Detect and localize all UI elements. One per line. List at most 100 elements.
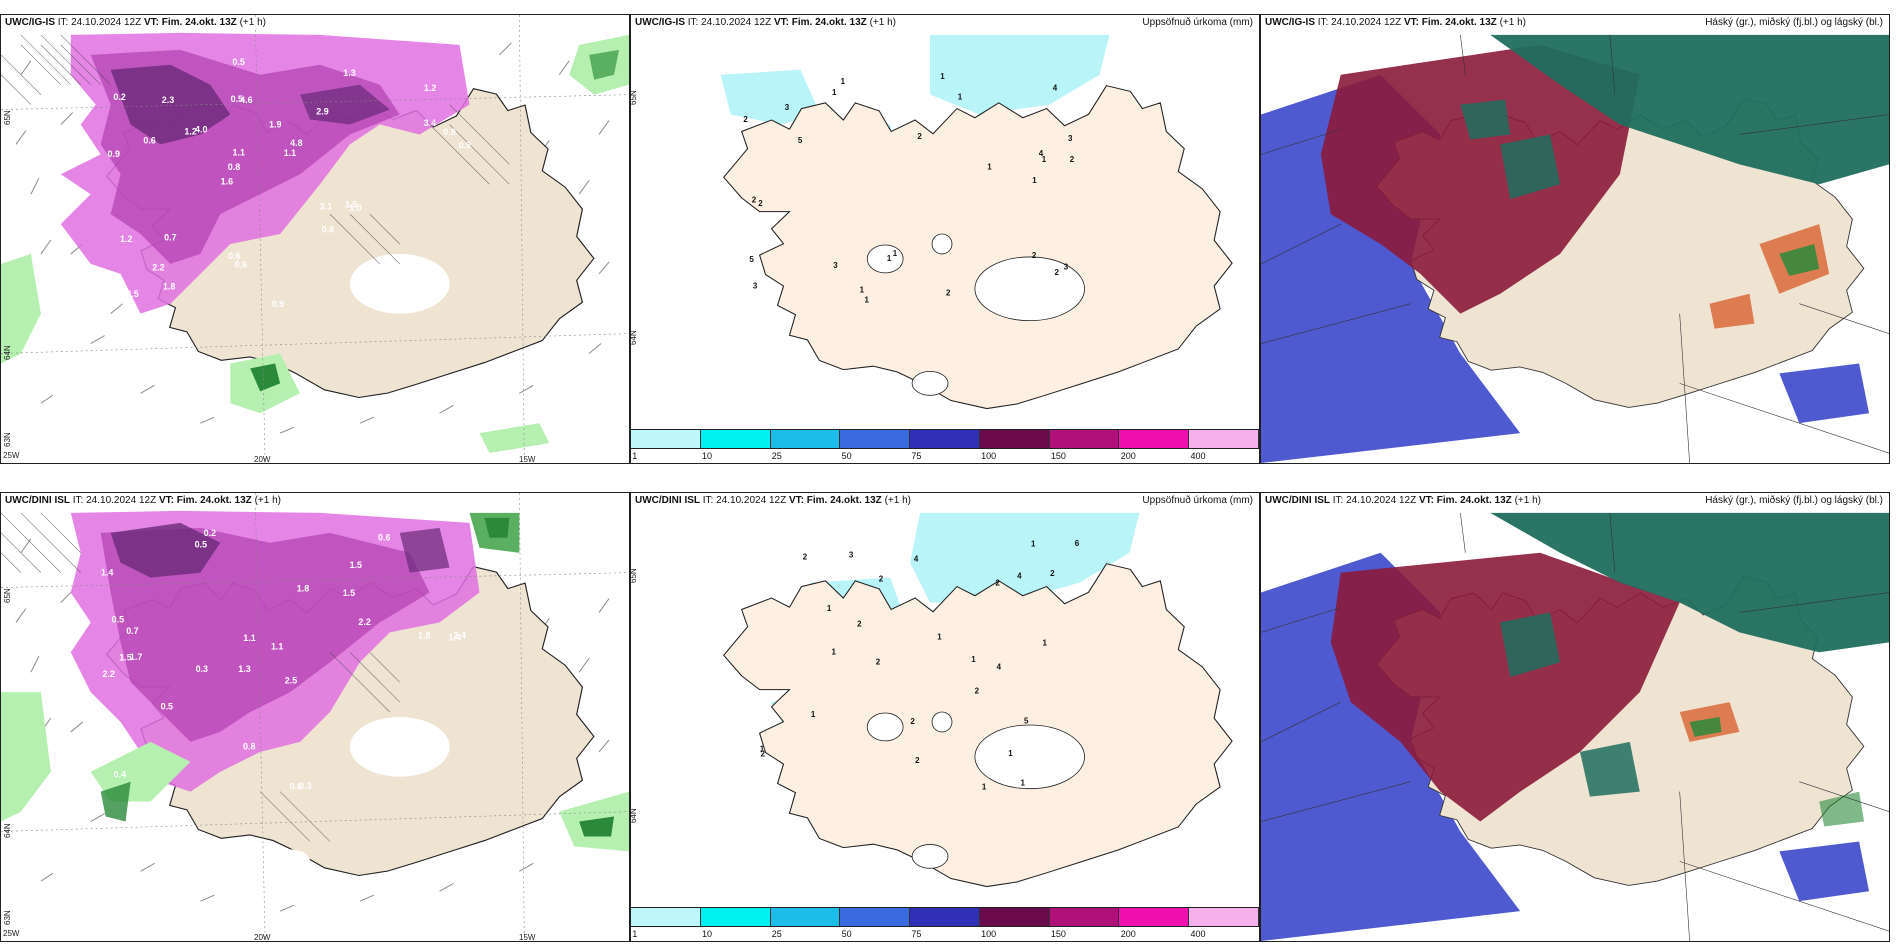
colorbar-tick-label: 150 — [1050, 929, 1066, 939]
value-label: 1.3 — [343, 68, 355, 78]
value-label: 1.1 — [96, 290, 108, 300]
value-label: 3.4 — [424, 118, 436, 128]
value-label: 1.8 — [418, 631, 430, 641]
value-label: 1.1 — [271, 641, 283, 651]
value-label: 2.2 — [358, 617, 370, 627]
value-label: 2 — [910, 717, 915, 726]
value-label: 1 — [1021, 778, 1026, 787]
clouds-map — [1261, 493, 1889, 941]
colorbar-tick-label: 75 — [911, 929, 922, 939]
value-label: 5 — [1024, 717, 1029, 726]
lat-label: 65N — [630, 568, 638, 583]
colorbar-swatch — [979, 430, 1050, 448]
value-label: 1 — [982, 782, 987, 791]
valid-time: VT: Fim. 24.okt. 13Z — [1403, 17, 1497, 28]
value-label: 0.3 — [196, 664, 208, 674]
colorbar-swatch — [1049, 908, 1120, 926]
value-label: 0.7 — [126, 626, 138, 636]
colorbar-swatch — [700, 908, 771, 926]
colorbar-swatch — [840, 430, 911, 448]
colorbar — [631, 429, 1259, 449]
precip-wind-map: 1.50.91.21.62.92.50.51.91.24.04.42.24.64… — [1, 15, 629, 463]
panel-precip-wind-dini: 0.2 1.5 1.4 1.3 2.5 1.7 1.4 1.5 2.2 1.8 1.1 0.4 0.5 0… — [0, 492, 630, 942]
value-label: 0.5 — [232, 57, 244, 67]
colorbar-swatch — [770, 430, 841, 448]
value-label: 1.2 — [424, 83, 436, 93]
value-label: 2 — [760, 750, 765, 759]
value-label: 2 — [1070, 155, 1075, 164]
panel-title: UWC/IG-IS IT: 24.10.2024 12Z VT: Fim. 24… — [3, 17, 268, 29]
value-label: 1 — [1042, 155, 1047, 164]
lead-time: (+1 h) — [1499, 17, 1526, 28]
value-label: 1 — [958, 93, 963, 102]
value-label: 1 — [1031, 539, 1036, 548]
value-label: 2 — [975, 687, 980, 696]
lat-label: 65N — [630, 90, 638, 105]
value-label: 2 — [915, 756, 920, 765]
glacier-patch — [349, 717, 450, 777]
value-label: 4.4 — [92, 274, 104, 284]
lon-label: 15W — [519, 933, 536, 942]
value-label: 1.2 — [184, 126, 196, 136]
value-label: 1.0 — [349, 203, 361, 213]
value-label: 0.8 — [459, 141, 471, 151]
value-label: 0.5 — [195, 539, 207, 549]
value-label: 2 — [1050, 569, 1055, 578]
panel-title: UWC/DINI ISL IT: 24.10.2024 12Z VT: Fim.… — [1263, 495, 1543, 507]
value-label: 1.1 — [233, 148, 245, 158]
panel-title: UWC/DINI ISL IT: 24.10.2024 12Z VT: Fim.… — [633, 495, 913, 507]
model-name: UWC/DINI ISL — [1265, 495, 1330, 506]
value-label: 3.1 — [320, 201, 332, 211]
lead-time: (+1 h) — [869, 17, 896, 28]
value-label: 2.3 — [162, 95, 174, 105]
colorbar-swatch — [979, 908, 1050, 926]
value-label: 0.3 — [387, 285, 399, 295]
value-label: 4 — [1039, 149, 1044, 158]
colorbar-swatch — [770, 908, 841, 926]
value-label: 0.8 — [228, 162, 240, 172]
colorbar-tick-label: 1 — [632, 929, 638, 939]
model-name: UWC/DINI ISL — [5, 495, 70, 506]
colorbar-tick-label: 100 — [981, 451, 997, 461]
value-label: 1.7 — [130, 652, 142, 662]
issue-time: IT: 24.10.2024 12Z — [1317, 17, 1402, 28]
value-label: 2 — [879, 575, 884, 584]
field-title: Uppsöfnuð úrkoma (mm) — [1140, 495, 1255, 507]
value-label: 2 — [876, 657, 881, 666]
value-label: 2 — [946, 289, 951, 298]
value-label: 1 — [831, 648, 836, 657]
issue-time: IT: 24.10.2024 12Z — [1332, 495, 1417, 506]
precip-field — [70, 510, 480, 792]
panel-clouds-dini: UWC/DINI ISL IT: 24.10.2024 12Z VT: Fim.… — [1260, 492, 1890, 942]
value-label: 1.5 — [345, 200, 357, 210]
value-label: 1.1 — [243, 633, 255, 643]
colorbar-swatch — [631, 908, 701, 926]
value-label: 4.8 — [290, 138, 302, 148]
value-label: 3 — [753, 281, 758, 290]
value-label: 2.2 — [102, 669, 114, 679]
value-label: 0.3 — [299, 781, 311, 791]
value-label: 2 — [917, 132, 922, 141]
value-label: 0.9 — [108, 149, 120, 159]
hatch-region — [1, 34, 510, 265]
value-label: 4.6 — [240, 95, 252, 105]
lon-label: 25W — [3, 929, 20, 938]
high-cloud — [1320, 44, 1640, 314]
model-name: UWC/IG-IS — [5, 17, 55, 28]
lat-label: 65N — [3, 588, 12, 603]
value-label: 0.5 — [112, 615, 124, 625]
value-label: 0.6 — [290, 782, 302, 792]
glacier-patch — [974, 256, 1085, 322]
value-label: 2.5 — [285, 676, 297, 686]
value-label: 3 — [1064, 262, 1069, 271]
colorbar-tick-label: 1 — [632, 451, 638, 461]
value-label: 0.2 — [204, 528, 216, 538]
value-label: 3 — [833, 261, 838, 270]
value-label: 4.0 — [195, 124, 207, 134]
glacier-patch — [349, 253, 450, 314]
colorbar-swatch — [1119, 430, 1190, 448]
value-label: 1 — [841, 77, 846, 86]
value-label: 4 — [914, 554, 919, 563]
value-label: 1.1 — [284, 148, 296, 158]
